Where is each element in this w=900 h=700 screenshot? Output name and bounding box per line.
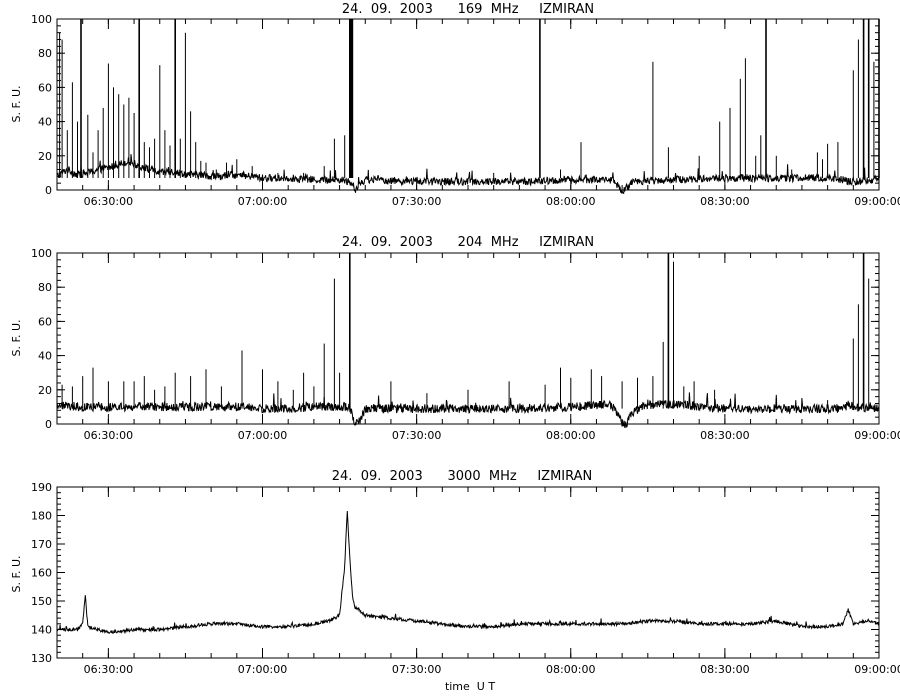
x-tick-label: 07:00:00 xyxy=(238,663,287,676)
x-tick-label: 07:30:00 xyxy=(392,429,441,442)
plot-area: 130 140 150 160 170 180 190 06:30:00 07:00:00 07:… xyxy=(31,481,900,676)
x-tick-label: 06:30:00 xyxy=(84,429,133,442)
y-tick-label: 180 xyxy=(31,510,52,523)
panel-3000mhz: 24. 09. 2003 3000 MHz IZMIRAN S. F. U. t… xyxy=(10,469,900,693)
x-tick-label: 06:30:00 xyxy=(84,663,133,676)
x-tick-label: 07:30:00 xyxy=(392,195,441,208)
x-axis-title: time U T xyxy=(445,680,495,693)
y-tick-label: 20 xyxy=(38,384,52,397)
panel-title: 24. 09. 2003 3000 MHz IZMIRAN xyxy=(332,469,593,484)
plot-area: 0 20 40 60 80 100 06:30:00 07:00:00 07:30:00 08:0… xyxy=(31,247,900,442)
y-tick-label: 160 xyxy=(31,567,52,580)
y-tick-label: 170 xyxy=(31,538,52,551)
panel-title: 24. 09. 2003 169 MHz IZMIRAN xyxy=(342,2,594,17)
series-line xyxy=(56,510,880,634)
x-tick-label: 08:30:00 xyxy=(700,195,749,208)
y-tick-label: 80 xyxy=(38,281,52,294)
x-tick-label: 09:00:00 xyxy=(854,663,900,676)
panel-title: 24. 09. 2003 204 MHz IZMIRAN xyxy=(342,235,594,250)
series-line xyxy=(56,392,880,428)
y-tick-label: 100 xyxy=(31,247,52,260)
y-tick-label: 0 xyxy=(45,418,52,431)
y-axis-title: S. F. U. xyxy=(10,319,23,356)
y-tick-label: 100 xyxy=(31,13,52,26)
x-tick-label: 07:00:00 xyxy=(238,195,287,208)
y-axis-title: S. F. U. xyxy=(10,85,23,122)
y-tick-label: 20 xyxy=(38,150,52,163)
y-tick-label: 0 xyxy=(45,184,52,197)
panel-169mhz: 24. 09. 2003 169 MHz IZMIRAN S. F. U. 0 2… xyxy=(10,2,900,208)
y-tick-label: 140 xyxy=(31,624,52,637)
y-tick-label: 60 xyxy=(38,81,52,94)
y-tick-label: 40 xyxy=(38,350,52,363)
x-tick-label: 06:30:00 xyxy=(84,195,133,208)
x-tick-label: 08:00:00 xyxy=(546,195,595,208)
series-line xyxy=(56,154,880,194)
y-tick-label: 150 xyxy=(31,595,52,608)
y-tick-label: 130 xyxy=(31,652,52,665)
x-tick-label: 09:00:00 xyxy=(854,195,900,208)
y-tick-label: 190 xyxy=(31,481,52,494)
x-tick-label: 08:00:00 xyxy=(546,429,595,442)
panel-204mhz: 24. 09. 2003 204 MHz IZMIRAN S. F. U. 0 2… xyxy=(10,235,900,442)
x-tick-label: 09:00:00 xyxy=(854,429,900,442)
y-axis-title: S. F. U. xyxy=(10,555,23,592)
x-tick-label: 08:30:00 xyxy=(700,663,749,676)
x-tick-label: 07:00:00 xyxy=(238,429,287,442)
y-tick-label: 80 xyxy=(38,47,52,60)
y-tick-label: 60 xyxy=(38,315,52,328)
y-tick-label: 40 xyxy=(38,116,52,129)
x-tick-label: 07:30:00 xyxy=(392,663,441,676)
x-tick-label: 08:30:00 xyxy=(700,429,749,442)
x-tick-label: 08:00:00 xyxy=(546,663,595,676)
plot-area: 0 20 40 60 80 100 06:30:00 07:00:00 07:30:00 08:0… xyxy=(31,13,900,208)
